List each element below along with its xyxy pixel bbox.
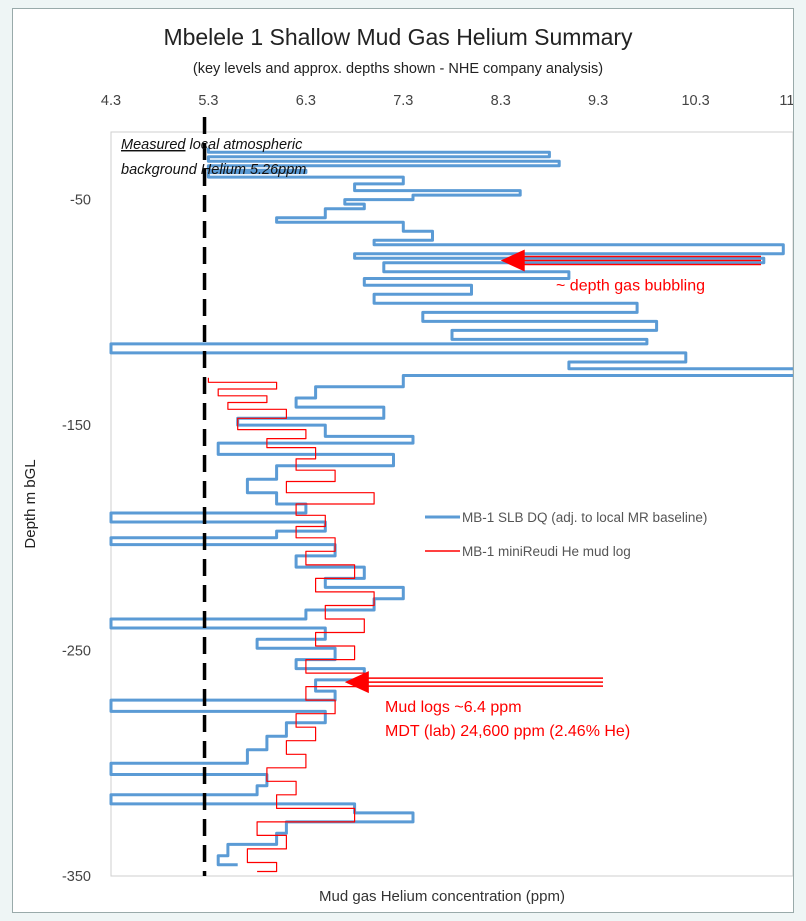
background-label-line2: background Helium 5.26ppm [121, 162, 306, 178]
annotation-text: MDT (lab) 24,600 ppm (2.46% He) [385, 723, 630, 740]
legend-label: MB-1 SLB DQ (adj. to local MR baseline) [462, 510, 707, 525]
series-line-slb-dq [109, 147, 805, 867]
chart-svg: Mbelele 1 Shallow Mud Gas Helium Summary… [22, 24, 806, 905]
x-tick-label: 10.3 [681, 93, 709, 109]
y-tick-label: -150 [62, 418, 91, 434]
x-axis-label: Mud gas Helium concentration (ppm) [319, 888, 565, 905]
annotation-text: ~ depth gas bubbling [556, 278, 705, 295]
legend: MB-1 SLB DQ (adj. to local MR baseline) M… [425, 510, 707, 559]
background-label-underlined: Measured [121, 137, 186, 153]
chart-subtitle: (key levels and approx. depths shown - N… [193, 61, 603, 77]
y-axis-label: Depth m bGL [22, 459, 39, 548]
y-axis-tick-labels: -50 -150 -250 -350 [62, 193, 91, 885]
annotation-arrowhead [500, 249, 525, 272]
series-layer [109, 147, 805, 873]
y-tick-label: -50 [70, 193, 91, 209]
chart-frame: Mbelele 1 Shallow Mud Gas Helium Summary… [12, 8, 806, 913]
x-tick-label: 4.3 [101, 93, 121, 109]
series-line-minireudi [207, 377, 375, 873]
x-tick-label: 7.3 [393, 93, 413, 109]
y-tick-label: -350 [62, 869, 91, 885]
chart-title: Mbelele 1 Shallow Mud Gas Helium Summary [163, 24, 633, 50]
x-tick-label: 6.3 [296, 93, 316, 109]
x-tick-label: 11.3 [779, 93, 793, 109]
background-label-rest: local atmospheric [185, 137, 303, 153]
x-axis-tick-labels: 4.3 5.3 6.3 7.3 8.3 9.3 10.3 11.3 [101, 93, 806, 109]
y-tick-label: -250 [62, 644, 91, 660]
legend-label: MB-1 miniReudi He mud log [462, 544, 631, 559]
x-tick-label: 8.3 [491, 93, 511, 109]
annotation-arrowhead [344, 671, 369, 694]
annotation-layer: ~ depth gas bubbling Mud logs ~6.4 ppm MDT… [344, 249, 761, 740]
x-tick-label: 5.3 [198, 93, 218, 109]
x-tick-label: 9.3 [588, 93, 608, 109]
annotation-text: Mud logs ~6.4 ppm [385, 699, 522, 716]
background-label-line1: Measured local atmospheric [121, 137, 303, 153]
